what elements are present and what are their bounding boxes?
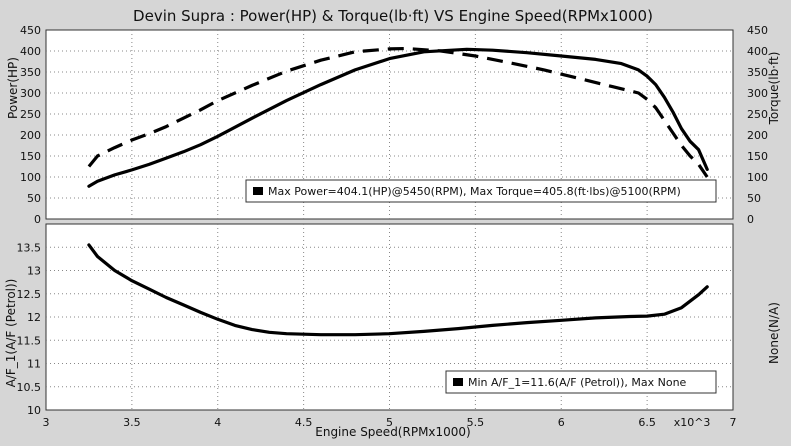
bottom-y-tick-label: 13.5 [17,241,42,254]
top-y-tick-label: 100 [20,171,41,184]
x-tick-label: 3 [43,416,50,429]
top-legend-box [245,179,717,203]
x-tick-label: 6 [558,416,565,429]
bottom-y-tick-label: 13 [27,265,41,278]
top-y2-tick-label: 400 [747,45,768,58]
torque-series-line [87,46,709,178]
x-tick-label: 5 [386,416,393,429]
bottom-y-tick-label: 11.5 [17,334,42,347]
af-series-line [87,243,709,337]
x-axis-label: Engine Speed(RPMx1000) [315,425,471,439]
bottom-y-axis-ticks: 10 10.5 11 11.5 12 12.5 13 13.5 [17,241,42,417]
bottom-legend: Min A/F_1=11.6(A/F (Petrol)), Max None [445,370,717,394]
top-legend-swatch [253,187,263,195]
top-y2-axis-label: Torque(lb·ft) [767,52,781,126]
top-y-tick-label: 450 [20,24,41,37]
top-y-tick-label: 400 [20,45,41,58]
top-y2-axis-ticks: 0 50 100 150 200 250 300 350 400 450 [747,24,768,226]
top-y-tick-label: 250 [20,108,41,121]
top-y2-tick-label: 50 [747,192,761,205]
top-y-tick-label: 350 [20,66,41,79]
top-y-axis-ticks: 0 50 100 150 200 250 300 350 400 450 [20,24,41,226]
x-tick-label: x10^3 [674,416,711,429]
top-legend-text: Max Power=404.1(HP)@5450(RPM), Max Torqu… [268,185,681,198]
bottom-y-tick-label: 12.5 [17,288,42,301]
top-y-tick-label: 300 [20,87,41,100]
x-tick-label: 4 [214,416,221,429]
top-y2-tick-label: 250 [747,108,768,121]
bottom-y-axis-label: A/F_1(A/F (Petrol)) [4,279,18,388]
top-plot-panel: 0 50 100 150 200 250 300 350 400 450 0 50 100 150 200… [6,24,781,226]
x-tick-label: 4.5 [295,416,313,429]
bottom-plot-panel: 10 10.5 11 11.5 12 12.5 13 13.5 A/F_1(A/F (Petr… [4,223,781,417]
top-y2-tick-label: 450 [747,24,768,37]
top-y2-tick-label: 350 [747,66,768,79]
top-y2-tick-label: 200 [747,129,768,142]
x-tick-label: 7 [730,416,737,429]
top-series-group [87,46,709,188]
top-y-tick-label: 50 [27,192,41,205]
bottom-y-tick-label: 10 [27,404,41,417]
top-y2-tick-label: 300 [747,87,768,100]
x-tick-label: 3.5 [123,416,141,429]
chart-title: Devin Supra : Power(HP) & Torque(lb·ft) … [133,7,653,25]
x-tick-label: 5.5 [467,416,485,429]
top-y-tick-label: 150 [20,150,41,163]
bottom-legend-swatch [453,378,463,386]
bottom-y-tick-label: 12 [27,311,41,324]
top-y-axis-label: Power(HP) [6,57,20,119]
top-y2-tick-label: 150 [747,150,768,163]
bottom-legend-text: Min A/F_1=11.6(A/F (Petrol)), Max None [468,376,687,389]
x-axis-ticks: 3 3.5 4 4.5 5 5.5 6 6.5 x10^3 7 [43,416,737,429]
bottom-y-tick-label: 10.5 [17,381,42,394]
bottom-series-group [87,243,709,337]
top-y2-tick-label: 100 [747,171,768,184]
top-y-tick-label: 0 [34,213,41,226]
top-y-tick-label: 200 [20,129,41,142]
top-legend: Max Power=404.1(HP)@5450(RPM), Max Torqu… [245,179,717,203]
bottom-legend-box [445,370,717,394]
x-tick-label: 6.5 [638,416,656,429]
top-y2-tick-label: 0 [747,213,754,226]
bottom-y-tick-label: 11 [27,358,41,371]
bottom-y2-axis-label: None(N/A) [767,302,781,364]
